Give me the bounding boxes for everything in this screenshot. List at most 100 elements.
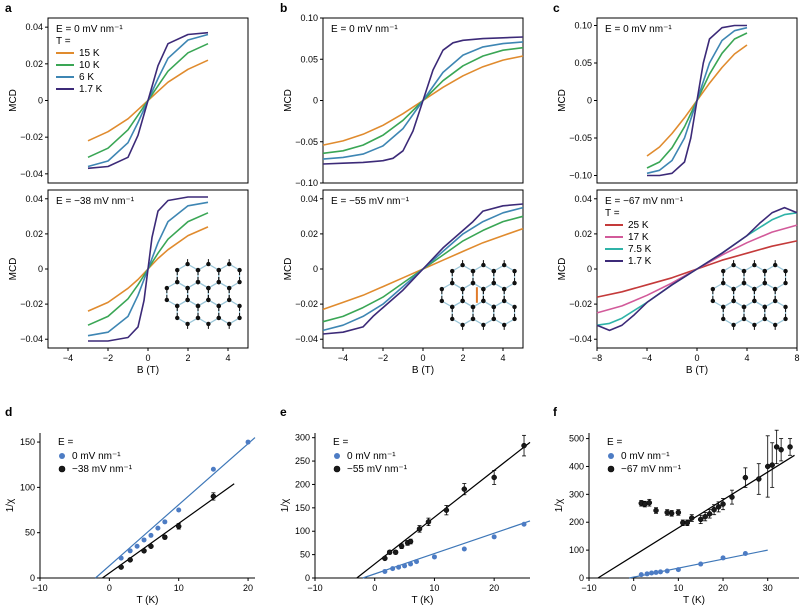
spin-site bbox=[164, 285, 170, 291]
data-point bbox=[684, 520, 691, 526]
y-tick-label: −0.04 bbox=[20, 334, 43, 344]
x-tick-label: 20 bbox=[718, 583, 728, 593]
data-point bbox=[408, 561, 414, 567]
spin-site bbox=[710, 286, 716, 292]
x-tick-label: −4 bbox=[642, 353, 652, 363]
spin-site bbox=[783, 304, 788, 310]
y-axis-label: 1/χ bbox=[554, 498, 565, 512]
fit-line bbox=[95, 437, 256, 579]
data-point bbox=[141, 537, 147, 543]
x-tick-label: 0 bbox=[107, 583, 112, 593]
x-tick-label: 8 bbox=[794, 353, 799, 363]
lattice-inset bbox=[710, 260, 788, 330]
spin-site bbox=[491, 268, 497, 274]
data-point bbox=[787, 444, 793, 450]
data-point bbox=[245, 439, 251, 445]
data-point bbox=[769, 462, 775, 468]
y-axis-label: 1/χ bbox=[280, 498, 291, 512]
y-tick-label: 0.05 bbox=[300, 54, 318, 64]
series-line-1-7K bbox=[87, 31, 209, 170]
lattice-cell bbox=[218, 299, 241, 325]
legend-label: 0 mV nm⁻¹ bbox=[347, 451, 396, 462]
spin-site bbox=[185, 285, 190, 291]
x-axis-label: B (T) bbox=[137, 365, 159, 376]
x-tick-label: 2 bbox=[460, 353, 465, 363]
data-point bbox=[134, 543, 140, 549]
spin-site bbox=[470, 268, 476, 274]
x-tick-label: −2 bbox=[103, 353, 113, 363]
y-tick-label: 250 bbox=[295, 456, 310, 466]
legend-label: −55 mV nm⁻¹ bbox=[347, 464, 408, 475]
spin-site bbox=[512, 268, 517, 274]
x-tick-label: 10 bbox=[429, 583, 439, 593]
spin-site bbox=[216, 267, 222, 273]
data-point bbox=[398, 543, 405, 549]
legend-label: −38 mV nm⁻¹ bbox=[72, 464, 133, 475]
data-point bbox=[461, 486, 468, 492]
y-tick-label: 50 bbox=[300, 550, 310, 560]
x-tick-label: −2 bbox=[378, 353, 388, 363]
x-tick-label: −4 bbox=[338, 353, 348, 363]
data-point bbox=[742, 474, 749, 481]
y-tick-label: 0.02 bbox=[300, 229, 318, 239]
panel-letter: d bbox=[5, 405, 12, 419]
y-axis-label: 1/χ bbox=[5, 498, 16, 512]
y-tick-label: 150 bbox=[20, 437, 35, 447]
x-tick-label: 4 bbox=[225, 353, 230, 363]
data-point bbox=[698, 561, 704, 567]
data-point bbox=[175, 523, 182, 530]
data-point bbox=[176, 507, 182, 513]
x-tick-label: −8 bbox=[592, 353, 602, 363]
data-point bbox=[210, 493, 217, 500]
y-tick-label: 0 bbox=[587, 96, 592, 106]
data-point bbox=[386, 549, 393, 556]
spin-site bbox=[237, 267, 242, 273]
data-point bbox=[443, 507, 450, 513]
x-axis-label: B (T) bbox=[412, 365, 434, 376]
spin-site bbox=[439, 286, 445, 292]
spin-site bbox=[741, 304, 747, 310]
y-axis-label: MCD bbox=[8, 258, 19, 281]
spin-site bbox=[721, 304, 726, 310]
data-point bbox=[778, 446, 784, 453]
lattice-cell bbox=[197, 299, 220, 325]
y-tick-label: 300 bbox=[295, 433, 310, 443]
spin-site bbox=[450, 304, 455, 310]
y-tick-label: 0 bbox=[587, 264, 592, 274]
spin-site bbox=[185, 321, 190, 327]
x-tick-label: 4 bbox=[500, 353, 505, 363]
y-tick-label: 0.02 bbox=[25, 229, 43, 239]
legend-label: 7.5 K bbox=[628, 244, 652, 255]
y-tick-label: 0.05 bbox=[574, 58, 592, 68]
data-point bbox=[491, 534, 497, 540]
data-point bbox=[396, 564, 402, 570]
data-point bbox=[689, 515, 695, 521]
y-tick-label: 100 bbox=[20, 482, 35, 492]
spin-site bbox=[502, 322, 507, 328]
legend-label: 25 K bbox=[628, 220, 649, 231]
spin-site bbox=[206, 321, 211, 327]
spin-site bbox=[216, 303, 222, 309]
data-point bbox=[390, 566, 396, 572]
panel-letter: f bbox=[553, 405, 558, 419]
fit-line bbox=[102, 483, 235, 579]
y-axis-label: MCD bbox=[557, 258, 568, 281]
data-point bbox=[646, 499, 653, 506]
field-annotation: E = 0 mV nm⁻¹ bbox=[56, 24, 123, 35]
spin-site bbox=[772, 286, 778, 292]
spin-site bbox=[460, 322, 465, 328]
spin-site bbox=[470, 304, 476, 310]
y-tick-label: 0 bbox=[30, 573, 35, 583]
data-point bbox=[649, 570, 655, 576]
data-point bbox=[431, 554, 437, 560]
legend-title: E = bbox=[58, 437, 73, 448]
spin-site bbox=[731, 286, 736, 292]
data-point bbox=[127, 557, 133, 563]
field-annotation: E = −38 mV nm⁻¹ bbox=[56, 196, 135, 207]
x-axis-label: B (T) bbox=[686, 365, 708, 376]
panel-letter: a bbox=[5, 1, 12, 15]
data-point bbox=[521, 442, 527, 449]
x-tick-label: −4 bbox=[63, 353, 73, 363]
